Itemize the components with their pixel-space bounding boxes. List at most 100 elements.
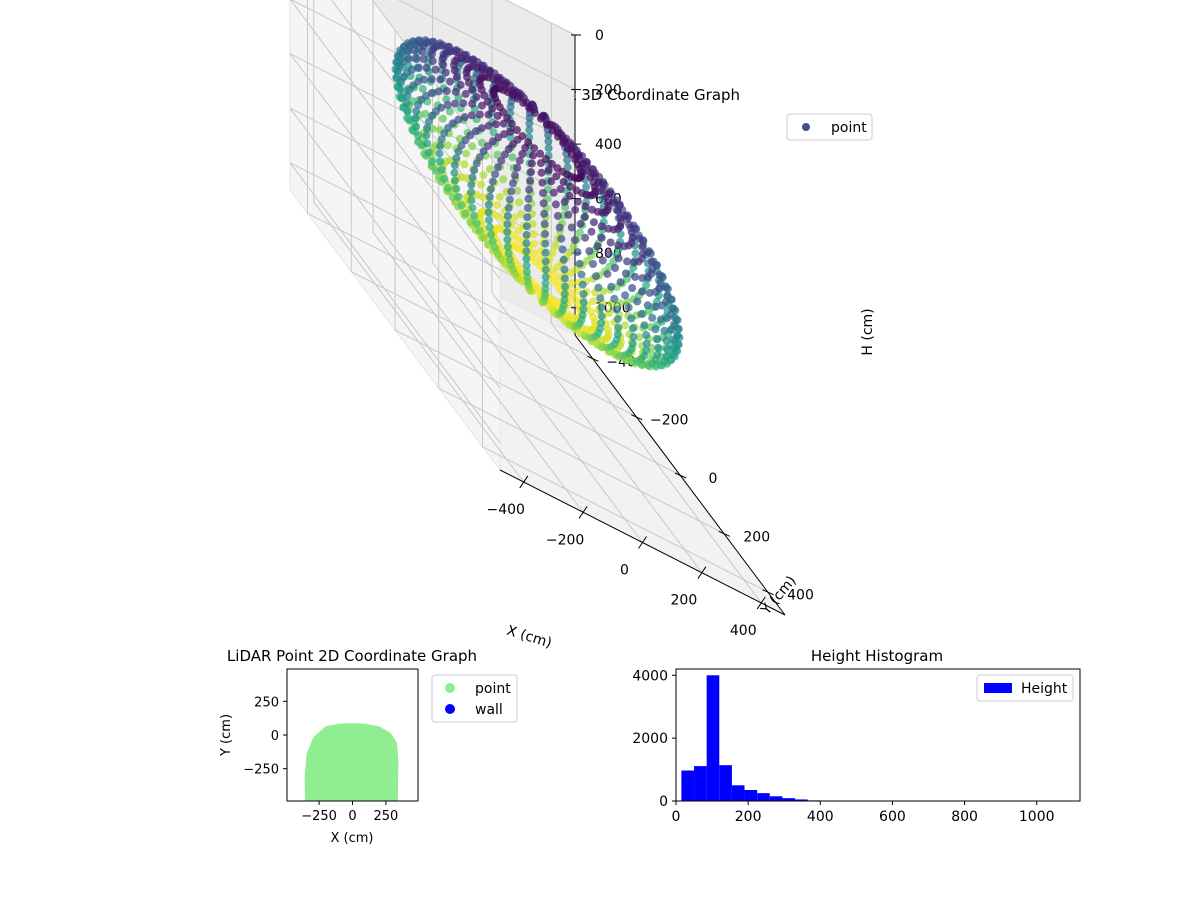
hist-bar — [744, 790, 758, 801]
chart3d-point — [428, 57, 437, 66]
chart3d-point — [488, 104, 497, 113]
chart3d-point — [443, 141, 452, 150]
hist-legend: Height — [976, 674, 1074, 702]
chart3d-point — [510, 213, 519, 222]
chart3d-point — [642, 331, 651, 340]
chart3d-y-tick — [674, 472, 687, 479]
chart3d-point — [541, 257, 550, 266]
chart3d-point — [506, 127, 515, 136]
hist-x-tick-label: 400 — [807, 809, 834, 825]
chart3d-point — [392, 74, 401, 83]
chart3d-point — [522, 222, 531, 231]
chart3d-point — [605, 189, 614, 198]
chart3d-point — [427, 75, 436, 83]
chart3d-point — [514, 92, 523, 100]
chart3d-y-tick-label: 400 — [787, 588, 814, 604]
chart3d-point — [547, 159, 556, 168]
hist-x-tick-label: 800 — [951, 809, 978, 825]
chart3d-point — [538, 112, 546, 121]
chart3d-point — [484, 200, 493, 209]
chart2d-y-tick-label: 250 — [254, 695, 279, 710]
chart3d-point — [614, 323, 623, 332]
chart3d-point — [552, 172, 561, 181]
chart3d-point — [579, 305, 588, 314]
chart3d-point — [541, 248, 550, 257]
chart3d-point — [525, 185, 534, 194]
chart3d-point — [538, 178, 547, 187]
chart3d-point — [637, 287, 646, 296]
chart3d-z-tick-label: 200 — [595, 83, 622, 99]
chart3d-point — [564, 210, 573, 219]
chart3d-point — [540, 209, 549, 218]
chart3d-legend-marker — [802, 123, 810, 131]
chart3d-point — [642, 281, 651, 290]
chart3d-point — [560, 265, 569, 274]
chart3d-point — [442, 157, 451, 166]
chart3d-point — [484, 121, 493, 130]
chart3d-point — [638, 243, 647, 252]
chart3d-point — [423, 124, 432, 132]
chart3d-point — [427, 89, 436, 97]
chart3d-point — [524, 194, 533, 203]
chart3d-point — [415, 37, 424, 46]
chart3d-point — [418, 84, 427, 93]
chart3d-point — [493, 150, 502, 159]
chart3d-point — [484, 110, 493, 119]
chart3d-point — [484, 216, 493, 224]
chart3d-point — [583, 256, 591, 265]
chart3d-point — [499, 175, 508, 184]
chart3d-point — [662, 283, 671, 292]
chart3d-point — [575, 228, 584, 237]
chart3d-point — [513, 186, 522, 195]
chart3d-point — [655, 271, 664, 279]
chart3d-point — [471, 127, 480, 136]
chart3d-point — [573, 287, 582, 295]
chart3d-point — [419, 54, 428, 63]
chart3d-point — [525, 119, 534, 128]
chart3d-point — [414, 137, 422, 146]
chart3d-point — [460, 113, 469, 122]
chart3d-point — [436, 157, 445, 166]
chart3d-point — [408, 65, 417, 74]
hist-bar — [769, 796, 783, 801]
chart3d-point — [443, 42, 452, 51]
chart3d-point — [569, 242, 578, 251]
chart3d-point — [621, 291, 630, 300]
chart3d-point — [570, 236, 579, 244]
chart3d-x-tick — [578, 506, 588, 519]
chart3d-point — [539, 199, 548, 208]
chart3d-point — [621, 321, 629, 330]
height-histogram: Height Histogram 0 200 400 600 800 1000 0 2000 4… — [632, 647, 1081, 825]
chart3d-point — [477, 124, 486, 133]
chart3d-zlabel: H (cm) — [860, 308, 876, 355]
chart2d-point-cloud — [304, 723, 399, 802]
chart3d-point — [573, 197, 582, 206]
chart3d-point — [648, 313, 657, 322]
chart3d-point — [673, 331, 682, 340]
chart3d-point — [597, 222, 606, 231]
chart3d-point — [434, 87, 443, 96]
chart3d-point — [616, 299, 624, 308]
chart3d-point — [544, 166, 553, 174]
chart3d-point — [397, 93, 406, 102]
chart3d-point — [508, 153, 517, 162]
chart3d-point — [613, 330, 622, 339]
chart3d-point — [652, 302, 660, 311]
chart3d-point — [494, 133, 503, 142]
chart3d-point — [530, 239, 539, 248]
chart3d-point — [567, 150, 576, 159]
chart3d-point — [610, 294, 619, 303]
chart3d-point — [642, 346, 651, 355]
hist-bar — [681, 770, 695, 801]
chart3d-point — [556, 185, 565, 193]
chart3d-point — [411, 114, 420, 123]
chart2d-legend-point-label: point — [475, 681, 511, 697]
chart3d-point — [483, 97, 492, 106]
chart3d-point — [592, 272, 600, 281]
chart2d-plot — [304, 723, 399, 802]
chart3d-point — [589, 297, 597, 306]
chart3d-point — [459, 99, 468, 108]
chart3d-y-tick — [587, 355, 599, 362]
chart3d-x-tick-label: −400 — [487, 502, 525, 518]
chart2d-legend-wall-label: wall — [475, 702, 503, 718]
